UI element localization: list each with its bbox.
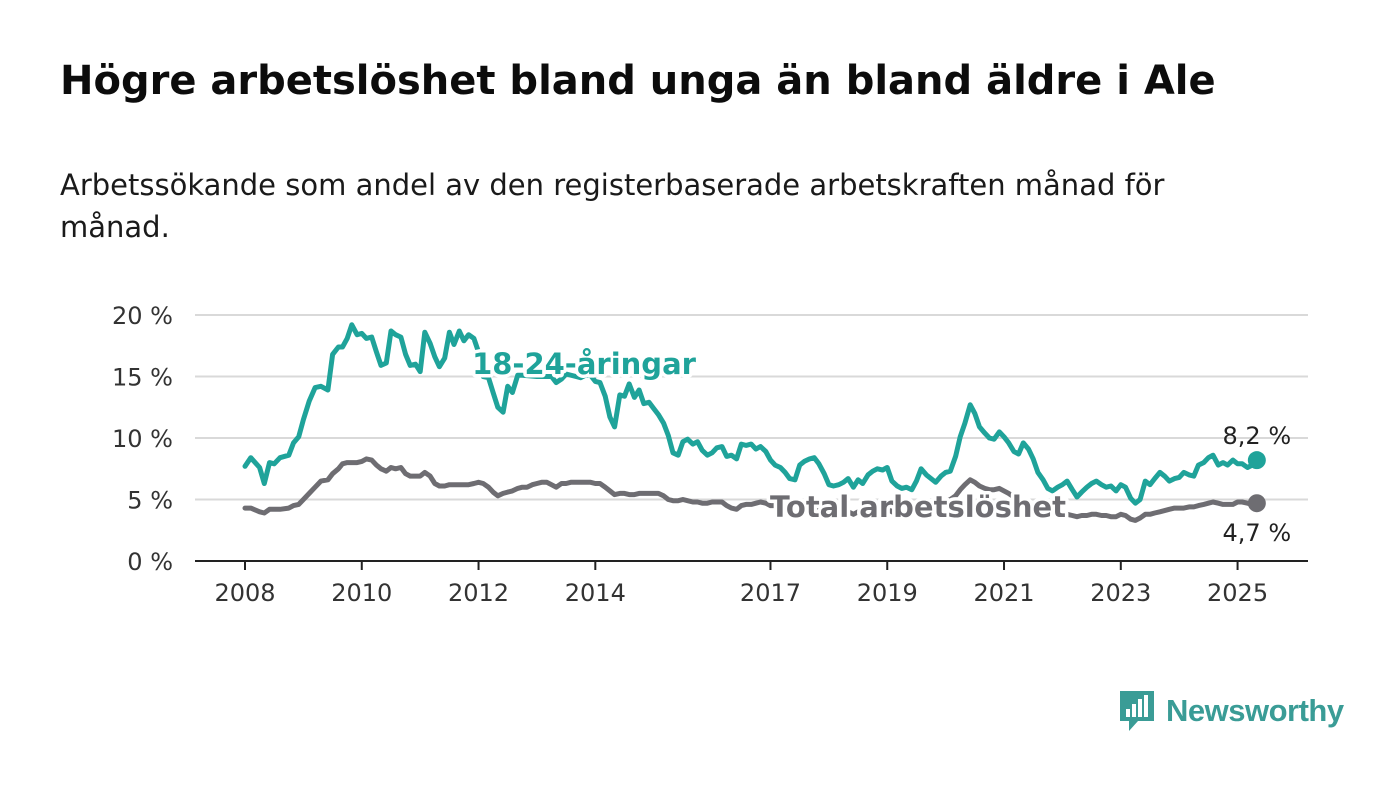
x-tick-label: 2019 [857,579,918,607]
brand-name: Newsworthy [1166,693,1344,728]
end-value-label-youth: 8,2 % [1223,422,1292,450]
x-tick-label: 2008 [214,579,275,607]
brand-logo: Newsworthy [1118,689,1344,733]
series-line-youth [242,322,1260,506]
x-tick-label: 2023 [1090,579,1151,607]
y-tick-label: 20 % [112,302,173,330]
y-tick-label: 5 % [127,487,173,515]
series-label-youth: 18-24-åringar [472,347,697,381]
x-tick-label: 2021 [973,579,1034,607]
chart-title: Högre arbetslöshet bland unga än bland ä… [60,58,1216,104]
y-tick-label: 0 % [127,548,173,576]
x-tick-label: 2017 [740,579,801,607]
y-tick-label: 10 % [112,425,173,453]
x-tick-label: 2012 [448,579,509,607]
end-point-youth [1247,451,1266,470]
x-tick-label: 2025 [1207,579,1268,607]
series-line-total [242,456,1260,523]
end-point-total [1247,494,1266,513]
y-tick-label: 15 % [112,364,173,392]
newsworthy-logo-icon [1120,691,1154,731]
x-tick-label: 2014 [565,579,626,607]
series-label-total: Total arbetslöshet [770,490,1066,524]
x-tick-label: 2010 [331,579,392,607]
chart-subtitle: Arbetssökande som andel av den registerb… [60,168,1165,244]
end-value-label-total: 4,7 % [1223,519,1292,547]
